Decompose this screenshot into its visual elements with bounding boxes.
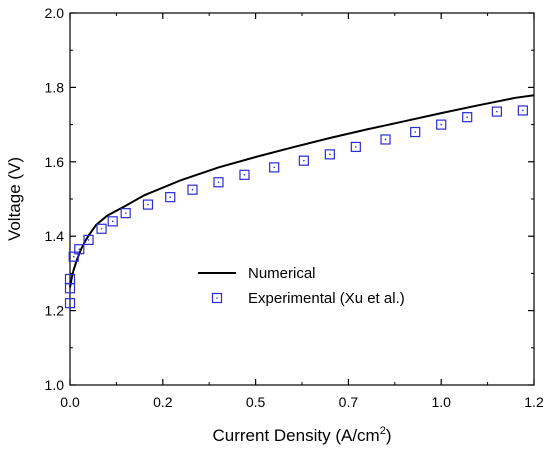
legend-swatch-experimental bbox=[211, 292, 223, 304]
data-point-center bbox=[522, 109, 524, 112]
x-tick-label: 1.0 bbox=[431, 394, 451, 410]
y-tick-label: 1.8 bbox=[45, 79, 65, 95]
axes: 0.0 0.2 0.5 0.7 1.0 1.2 1.0 1.2 1.4 1.6 1.8 2.0 Curr… bbox=[5, 5, 544, 445]
data-point-experimental bbox=[324, 149, 335, 160]
data-point-center bbox=[466, 116, 468, 118]
data-point-center bbox=[496, 110, 498, 113]
data-point-experimental bbox=[64, 298, 76, 309]
data-point-experimental bbox=[83, 234, 94, 246]
data-point-experimental bbox=[298, 155, 309, 166]
legend: Numerical Experimental (Xu et al.) bbox=[198, 265, 405, 307]
data-point-experimental bbox=[491, 106, 502, 117]
y-axis-title: Voltage (V) bbox=[5, 157, 24, 241]
data-point-center bbox=[191, 188, 194, 191]
legend-label-numerical: Numerical bbox=[248, 265, 316, 282]
data-point-center bbox=[273, 166, 275, 169]
data-point-experimental bbox=[142, 199, 154, 210]
data-point-experimental bbox=[462, 112, 473, 123]
y-tick-label: 1.4 bbox=[45, 228, 65, 244]
data-point-center bbox=[78, 248, 81, 251]
x-tick-label: 0.5 bbox=[246, 394, 266, 410]
legend-label-experimental: Experimental (Xu et al.) bbox=[248, 290, 405, 307]
chart-marks bbox=[64, 94, 535, 309]
data-point-experimental bbox=[68, 251, 79, 262]
data-point-center bbox=[124, 212, 127, 214]
data-point-experimental bbox=[436, 119, 447, 130]
data-point-experimental bbox=[380, 134, 391, 145]
data-point-center bbox=[329, 153, 331, 156]
y-tick-label: 1.2 bbox=[45, 303, 65, 319]
data-point-experimental bbox=[239, 169, 250, 180]
data-point-experimental bbox=[74, 244, 85, 255]
data-point-experimental bbox=[269, 162, 280, 173]
y-tick-label: 1.0 bbox=[45, 377, 65, 393]
data-point-experimental bbox=[410, 126, 421, 138]
data-point-center bbox=[69, 278, 71, 280]
data-point-center bbox=[217, 181, 220, 184]
data-point-experimental bbox=[165, 192, 176, 203]
data-point-center bbox=[72, 255, 75, 258]
data-point-center bbox=[169, 196, 172, 198]
data-point-experimental bbox=[517, 105, 528, 116]
data-point-center bbox=[87, 239, 90, 241]
data-point-experimental bbox=[107, 216, 118, 227]
data-point-center bbox=[414, 131, 417, 133]
x-tick-label: 1.2 bbox=[524, 394, 544, 410]
data-point-center bbox=[111, 220, 114, 223]
y-tick-label: 1.6 bbox=[45, 154, 65, 170]
data-point-center bbox=[440, 123, 443, 126]
data-point-experimental bbox=[213, 177, 224, 188]
data-point-center bbox=[384, 138, 387, 141]
data-point-center bbox=[303, 159, 305, 162]
legend-swatch-center bbox=[216, 297, 218, 299]
data-point-center bbox=[69, 287, 71, 290]
data-point-center bbox=[243, 174, 246, 176]
x-tick-label: 0.2 bbox=[153, 394, 173, 410]
data-point-experimental bbox=[120, 208, 131, 219]
series-line-numerical bbox=[69, 94, 535, 288]
data-point-experimental bbox=[187, 184, 198, 195]
data-point-center bbox=[100, 227, 103, 230]
x-tick-label: 0.0 bbox=[60, 394, 80, 410]
data-point-experimental bbox=[64, 273, 76, 285]
x-tick-label: 0.7 bbox=[339, 394, 359, 410]
data-point-center bbox=[147, 203, 149, 206]
data-point-experimental bbox=[350, 141, 361, 153]
y-tick-label: 2.0 bbox=[45, 5, 65, 21]
data-point-center bbox=[69, 302, 71, 304]
data-point-experimental bbox=[96, 223, 107, 234]
data-point-center bbox=[355, 146, 357, 148]
x-axis-title: Current Density (A/cm2) bbox=[213, 425, 392, 445]
